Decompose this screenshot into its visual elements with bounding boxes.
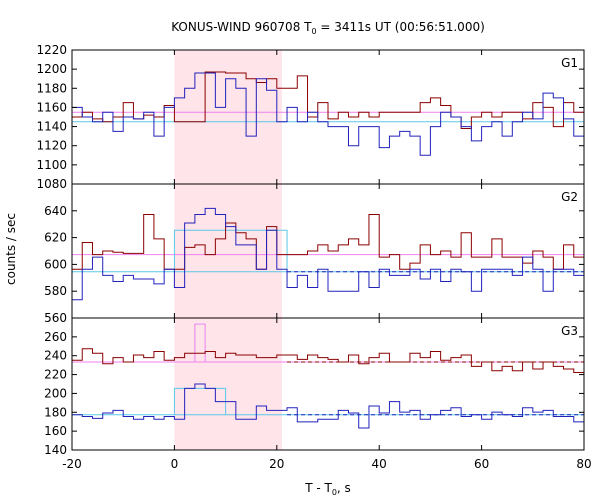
panel-frame	[71, 317, 585, 451]
y-axis-label: counts / sec	[4, 213, 18, 285]
y-tick-label: 200	[44, 386, 67, 400]
y-tick-label: 560	[44, 311, 67, 325]
y-tick-label: 600	[44, 257, 67, 271]
x-tick-label: -20	[62, 457, 82, 471]
x-tick-label: 80	[576, 457, 591, 471]
series-red-step	[72, 71, 584, 129]
y-tick-label: 140	[44, 443, 67, 457]
series-red-step	[72, 213, 584, 270]
y-tick-label: 240	[44, 349, 67, 363]
panel-label: G2	[561, 190, 578, 204]
series-red-step	[72, 348, 584, 374]
y-tick-label: 640	[44, 204, 67, 218]
x-tick-label: 20	[269, 457, 284, 471]
y-tick-label: 220	[44, 368, 67, 382]
x-axis-label: T - T0, s	[304, 481, 351, 497]
y-tick-label: 1100	[36, 158, 67, 172]
y-tick-label: 1220	[36, 43, 67, 57]
x-tick-label: 60	[474, 457, 489, 471]
plot-area: 1080 1100 1120 1140 1160 1180 1200 1220 G1 560 580…	[36, 43, 591, 471]
y-tick-label: 580	[44, 284, 67, 298]
pulse-segment-red	[174, 323, 206, 363]
panel-g2: 560580600620640660G2	[44, 183, 585, 325]
y-tick-label: 160	[44, 424, 67, 438]
y-tick-label: 1140	[36, 120, 67, 134]
panel-label: G3	[561, 324, 578, 338]
burst-interval-band	[174, 50, 282, 450]
x-tick-label: 0	[171, 457, 179, 471]
y-tick-label: 620	[44, 231, 67, 245]
y-tick-label: 260	[44, 330, 67, 344]
panel-g1: 1080 1100 1120 1140 1160 1180 1200 1220 G1	[36, 43, 585, 191]
y-tick-label: 1180	[36, 81, 67, 95]
pulse-segment-blue	[173, 229, 288, 272]
y-tick-label: 1120	[36, 139, 67, 153]
y-tick-label: 1160	[36, 100, 67, 114]
panel-g3: 140160180200220240260280G3	[44, 317, 585, 457]
chart-title: KONUS-WIND 960708 T0 = 3411s UT (00:56:5…	[171, 20, 485, 36]
panel-label: G1	[561, 56, 578, 70]
y-tick-label: 1080	[36, 177, 67, 191]
series-blue-step	[72, 72, 584, 156]
y-tick-label: 180	[44, 405, 67, 419]
series-blue-step	[72, 383, 584, 429]
y-tick-label: 1200	[36, 62, 67, 76]
x-tick-label: 40	[372, 457, 387, 471]
series-blue-step	[72, 207, 584, 301]
